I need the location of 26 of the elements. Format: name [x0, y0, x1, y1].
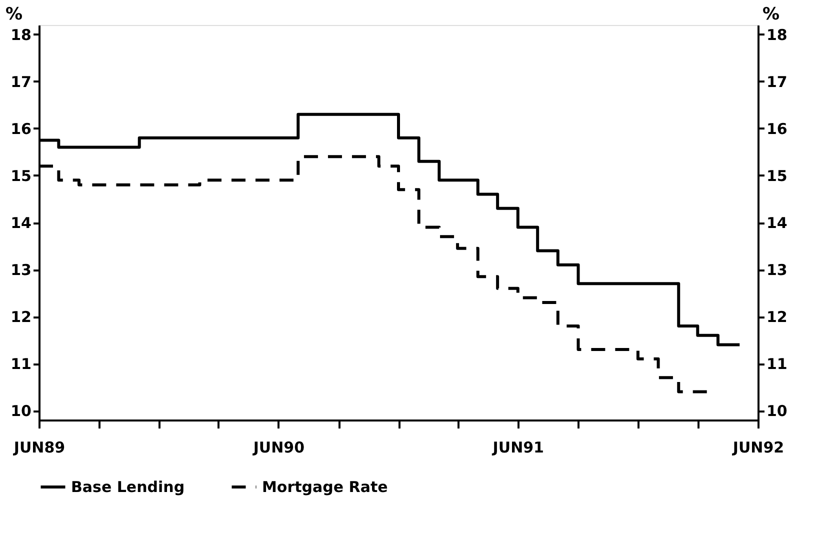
y-tick-label: 11 — [10, 355, 32, 374]
y-tick-label: 17 — [10, 72, 32, 91]
y2-tick-label: 14 — [766, 214, 788, 232]
y-tick-label: 15 — [10, 166, 32, 185]
y2-tick-label: 17 — [766, 72, 788, 91]
y-tick-label: 16 — [10, 120, 32, 138]
x-tick-label: JUN91 — [492, 438, 544, 456]
legend-label: Base Lending — [71, 478, 185, 496]
y2-tick-label: 12 — [766, 308, 788, 326]
y2-tick-label: 10 — [766, 402, 788, 420]
y-tick-label: 12 — [10, 308, 32, 326]
y2-tick-label: 13 — [766, 261, 788, 280]
y-tick-label: 14 — [10, 214, 32, 232]
legend-label: Mortgage Rate — [262, 478, 388, 496]
y2-axis-title: % — [762, 4, 780, 24]
y2-tick-label: 11 — [766, 355, 788, 374]
x-tick-label: JUN90 — [252, 438, 305, 456]
x-tick-label: JUN92 — [732, 438, 784, 456]
y2-tick-label: 15 — [766, 166, 788, 185]
y2-tick-label: 18 — [766, 26, 788, 44]
y2-tick-label: 16 — [766, 120, 788, 138]
y-tick-label: 10 — [10, 402, 32, 420]
y-tick-label: 13 — [10, 261, 32, 280]
x-tick-label: JUN89 — [12, 438, 66, 456]
y-axis-title: % — [6, 4, 23, 24]
y-tick-label: 18 — [10, 26, 32, 44]
